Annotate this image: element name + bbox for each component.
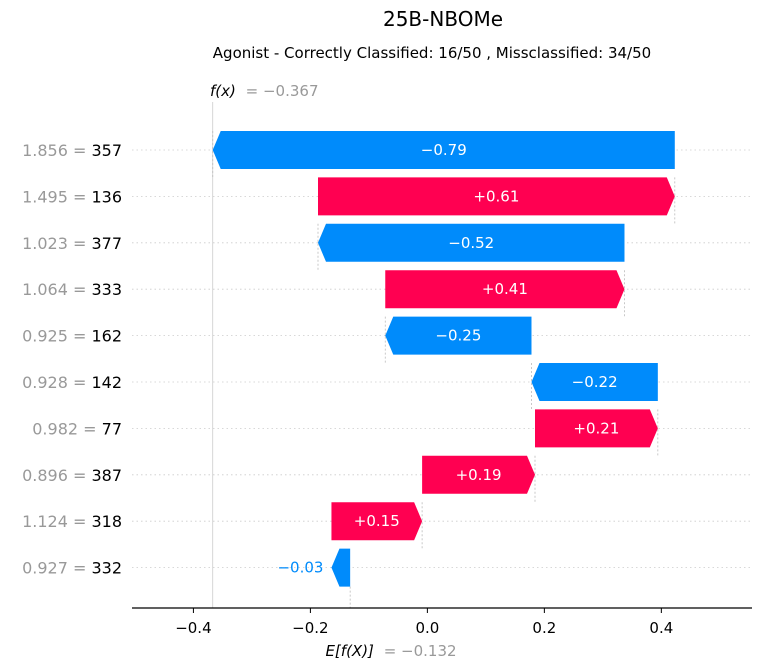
contribution-bar <box>535 409 658 448</box>
feature-label: 1.124 = 318 <box>22 512 122 531</box>
contribution-bar <box>531 363 658 401</box>
feature-name: 377 <box>91 234 122 253</box>
contribution-bar <box>331 502 423 541</box>
feature-label: 0.925 = 162 <box>22 327 122 346</box>
bar-value-label: +0.41 <box>482 280 528 298</box>
base-label: E[f(X)] <box>325 642 374 660</box>
bar-value-label: +0.61 <box>473 187 519 205</box>
bar-value-label: −0.25 <box>435 327 481 345</box>
bar-layer: −0.79 +0.61 −0.52 +0.41 −0.25 −0.22 +0.21 +0.19… <box>212 131 675 587</box>
x-tick-label: −0.4 <box>175 619 211 637</box>
feature-value: 1.124 = <box>22 512 91 531</box>
fx-value: = −0.367 <box>246 82 319 100</box>
feature-label: 1.023 = 377 <box>22 234 122 253</box>
feature-name: 333 <box>91 280 122 299</box>
chart-title: 25B-NBOMe <box>383 7 503 31</box>
feature-value: 0.928 = <box>22 373 91 392</box>
bar-value-label: −0.52 <box>448 234 494 252</box>
feature-name: 387 <box>91 466 122 485</box>
feature-label: 0.928 = 142 <box>22 373 122 392</box>
contribution-bar <box>385 270 625 309</box>
feature-name: 357 <box>91 141 122 160</box>
fx-label: f(x) <box>210 82 236 100</box>
connector-layer <box>212 102 676 608</box>
base-value: = −0.132 <box>384 642 457 660</box>
fx-annotation: f(x) = −0.367 <box>210 82 319 100</box>
feature-value: 1.495 = <box>22 187 91 206</box>
x-tick-label: 0.4 <box>649 619 673 637</box>
feature-name: 162 <box>91 327 122 346</box>
feature-value: 1.064 = <box>22 280 91 299</box>
contribution-bar <box>318 177 675 216</box>
contribution-bar <box>318 223 625 262</box>
bar-value-label: +0.21 <box>573 419 619 437</box>
feature-name: 142 <box>91 373 122 392</box>
contribution-bar <box>212 131 675 169</box>
x-tick-label: −0.2 <box>292 619 328 637</box>
base-annotation: E[f(X)] = −0.132 <box>325 642 456 660</box>
x-tick-label: 0.2 <box>532 619 556 637</box>
feature-value: 0.896 = <box>22 466 91 485</box>
feature-value: 0.982 = <box>32 419 101 438</box>
feature-value: 1.856 = <box>22 141 91 160</box>
feature-value: 0.927 = <box>22 559 91 578</box>
chart-subtitle: Agonist - Correctly Classified: 16/50 , … <box>213 44 651 62</box>
contribution-bar <box>385 316 532 355</box>
x-axis-ticks: −0.4 −0.2 0.0 0.2 0.4 <box>175 608 673 637</box>
feature-name: 77 <box>102 419 122 438</box>
contribution-bar <box>422 455 535 494</box>
feature-value: 1.023 = <box>22 234 91 253</box>
bar-value-label: −0.79 <box>421 141 467 159</box>
feature-name: 136 <box>91 187 122 206</box>
feature-label: 1.495 = 136 <box>22 187 122 206</box>
feature-label: 1.064 = 333 <box>22 280 122 299</box>
bar-value-label: −0.03 <box>277 559 323 577</box>
feature-value: 0.925 = <box>22 327 91 346</box>
feature-name: 318 <box>91 512 122 531</box>
contribution-bar <box>331 548 351 587</box>
feature-label: 0.927 = 332 <box>22 559 122 578</box>
bar-value-label: −0.22 <box>572 373 618 391</box>
bar-value-label: +0.19 <box>456 466 502 484</box>
feature-label: 1.856 = 357 <box>22 141 122 160</box>
feature-label: 0.982 = 77 <box>32 419 122 438</box>
bar-value-label: +0.15 <box>354 512 400 530</box>
feature-name: 332 <box>91 559 122 578</box>
y-axis-labels: 1.856 = 357 1.495 = 136 1.023 = 377 1.064 =… <box>22 141 122 578</box>
feature-label: 0.896 = 387 <box>22 466 122 485</box>
x-tick-label: 0.0 <box>415 619 439 637</box>
